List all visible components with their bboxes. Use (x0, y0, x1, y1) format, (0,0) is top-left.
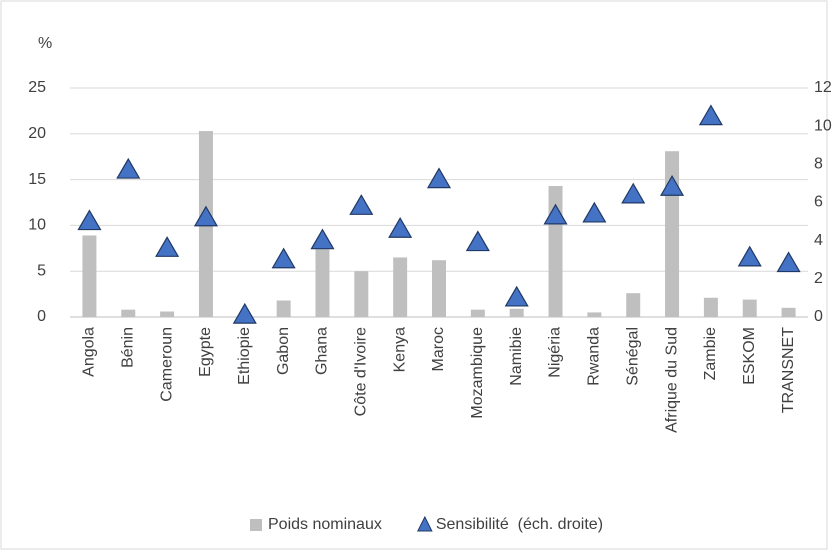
triangle-marker (232, 302, 257, 324)
triangle-marker (621, 182, 646, 204)
x-tick-label: Mozambique (469, 327, 486, 419)
legend-label: Poids nominaux (268, 516, 382, 533)
triangle-marker (582, 201, 607, 223)
y-tick-label: 20 (28, 125, 46, 142)
y2-tick-label: 4 (814, 232, 823, 249)
chart-border (0, 0, 828, 550)
x-tick-label: Zambie (702, 327, 719, 380)
x-tick-label: TRANSNET (780, 327, 797, 413)
x-tick-label: Ethiopie (236, 327, 253, 385)
x-tick-label: Côte d'Ivoire (353, 327, 370, 416)
y-tick-label: 25 (28, 79, 46, 96)
triangle-marker (776, 251, 801, 273)
legend-swatch (417, 515, 433, 532)
bar (82, 235, 97, 317)
triangle-marker (737, 245, 762, 267)
bar (160, 311, 175, 317)
triangle-marker (310, 228, 335, 250)
triangle-marker (271, 247, 296, 269)
y2-tick-label: 2 (814, 270, 823, 287)
triangle-marker (116, 157, 141, 179)
bar (626, 293, 641, 317)
x-tick-label: Gabon (275, 327, 292, 375)
bar (587, 312, 602, 317)
legend-swatch (250, 519, 262, 531)
x-tick-label: Nigéria (547, 327, 564, 378)
bar (393, 257, 408, 317)
y-tick-label: 0 (37, 308, 46, 325)
triangle-marker (465, 230, 490, 252)
y-axis-label: % (38, 35, 52, 52)
bar (121, 309, 136, 317)
triangle-marker (543, 203, 568, 225)
x-tick-label: Ghana (314, 327, 331, 375)
x-tick-label: Kenya (391, 327, 408, 372)
triangle-marker (388, 217, 413, 238)
bar (354, 271, 369, 317)
bar (703, 297, 718, 317)
y-tick-label: 10 (28, 217, 46, 234)
x-tick-label: Rwanda (586, 327, 603, 386)
y2-tick-label: 10 (814, 117, 832, 134)
y-tick-label: 15 (28, 171, 46, 188)
bar (742, 299, 757, 317)
bar (432, 260, 446, 317)
x-tick-label: Angola (81, 327, 98, 377)
triangle-marker (77, 209, 102, 231)
y2-tick-label: 0 (814, 308, 823, 325)
legend-label: Sensibilité (éch. droite) (436, 516, 603, 533)
triangle-marker (349, 194, 374, 215)
x-tick-label: Bénin (119, 327, 136, 368)
triangle-marker (660, 175, 685, 196)
x-tick-label: Sénégal (624, 327, 641, 386)
triangle-marker (426, 167, 452, 189)
bar (470, 309, 485, 317)
y-tick-label: 5 (37, 262, 46, 279)
y2-tick-label: 12 (814, 79, 832, 96)
triangle-marker (155, 236, 180, 257)
triangle-marker (193, 205, 218, 227)
x-tick-label: ESKOM (741, 327, 758, 385)
x-tick-label: Afrique du Sud (663, 327, 680, 433)
bar (781, 307, 796, 317)
x-tick-label: Egypte (197, 327, 214, 377)
x-tick-label: Namibie (508, 327, 525, 386)
bar (509, 308, 524, 317)
triangle-marker (504, 285, 529, 307)
x-tick-label: Maroc (430, 327, 447, 371)
y2-tick-label: 8 (814, 156, 823, 173)
x-tick-label: Cameroun (158, 327, 175, 402)
y2-tick-label: 6 (814, 194, 823, 211)
bar (276, 300, 291, 317)
bar (315, 249, 330, 317)
triangle-marker (698, 104, 723, 126)
